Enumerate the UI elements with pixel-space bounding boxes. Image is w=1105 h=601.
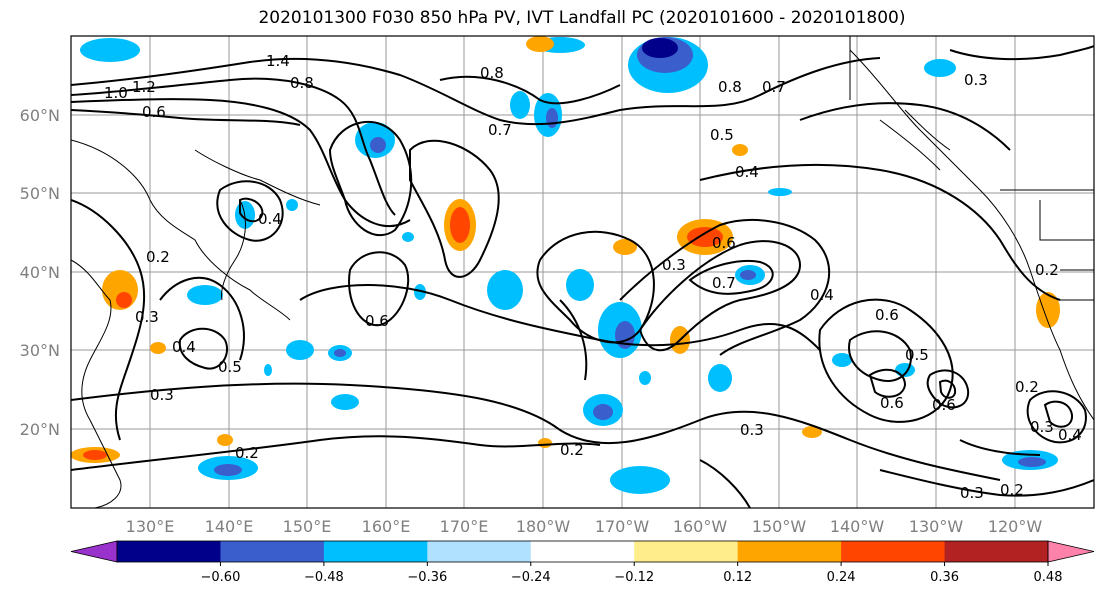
contour-label: 1.0 (104, 84, 128, 102)
contour-label: 0.6 (365, 312, 389, 330)
map-title: 2020101300 F030 850 hPa PV, IVT Landfall… (258, 8, 906, 28)
contour-label: 0.7 (762, 78, 786, 96)
lat-label: 30°N (20, 341, 60, 360)
map-border (70, 35, 1095, 509)
colorbar-segment (323, 541, 428, 562)
colorbar-tick-label: −0.36 (407, 570, 447, 585)
contour-label: 1.4 (266, 52, 290, 70)
contour-label: 0.8 (480, 64, 504, 82)
contour-label: 0.3 (135, 308, 159, 326)
contour-label: 0.6 (875, 306, 899, 324)
contour-label: 0.6 (932, 396, 956, 414)
lon-label: 180°W (516, 517, 571, 536)
contour-label: 0.2 (1015, 378, 1039, 396)
colorbar-segment (220, 541, 325, 562)
contour-label: 0.4 (172, 338, 196, 356)
contour-label: 0.2 (235, 444, 259, 462)
contour-label: 0.2 (560, 441, 584, 459)
colorbar: −0.60 −0.48 −0.36 −0.24 −0.12 0.12 0.24 0.36 0.4… (70, 540, 1095, 585)
contour-label: 0.7 (712, 274, 736, 292)
lat-label: 40°N (20, 263, 60, 282)
contour-label: 0.5 (710, 126, 734, 144)
coastlines (71, 36, 1094, 508)
pv-contours (71, 45, 1094, 508)
colorbar-tick-label: −0.48 (304, 570, 344, 585)
colorbar-tick-label: 0.36 (930, 570, 959, 585)
lon-label: 140°E (205, 517, 254, 536)
contour-label: 0.2 (1035, 261, 1059, 279)
graticule (71, 36, 1094, 508)
contour-label: 0.3 (662, 256, 686, 274)
contour-label: 0.2 (1000, 481, 1024, 499)
contour-label: 0.4 (735, 163, 759, 181)
contour-label: 0.2 (146, 248, 170, 266)
colorbar-segment (841, 541, 946, 562)
colorbar-extend-high (1047, 540, 1095, 563)
contour-label: 0.3 (1030, 418, 1054, 436)
colorbar-segment (944, 541, 1049, 562)
contour-label: 0.6 (880, 394, 904, 412)
lon-label: 130°W (909, 517, 964, 536)
colorbar-tick-label: 0.48 (1034, 570, 1063, 585)
contour-label: 0.3 (740, 421, 764, 439)
colorbar-tick-label: −0.60 (201, 570, 241, 585)
colorbar-segment (737, 541, 842, 562)
contour-label: 0.3 (150, 386, 174, 404)
colorbar-segment (530, 541, 635, 562)
lat-label: 20°N (20, 420, 60, 439)
colorbar-tick-label: 0.12 (723, 570, 752, 585)
contour-label: 0.8 (718, 78, 742, 96)
lon-label: 140°W (830, 517, 885, 536)
latitude-axis: 60°N 50°N 40°N 30°N 20°N (20, 106, 60, 439)
colorbar-tick-label: −0.24 (511, 570, 551, 585)
colorbar-segment (427, 541, 532, 562)
lon-label: 170°W (595, 517, 650, 536)
contour-label: 0.4 (810, 286, 834, 304)
contour-label: 0.6 (142, 103, 166, 121)
contour-label: 0.6 (712, 234, 736, 252)
lon-label: 120°W (988, 517, 1043, 536)
contour-label: 0.7 (488, 121, 512, 139)
lon-label: 170°E (440, 517, 489, 536)
contour-label: 0.8 (290, 74, 314, 92)
contour-label: 0.4 (258, 210, 282, 228)
colorbar-extend-low (70, 540, 118, 563)
lon-label: 160°E (362, 517, 411, 536)
contour-label: 0.3 (960, 484, 984, 502)
lon-label: 160°W (673, 517, 728, 536)
contour-label: 0.5 (218, 358, 242, 376)
colorbar-tick-label: −0.12 (614, 570, 654, 585)
lon-label: 150°E (283, 517, 332, 536)
colorbar-segment (634, 541, 739, 562)
lat-label: 60°N (20, 106, 60, 125)
colorbar-tick-label: 0.24 (827, 570, 856, 585)
colorbar-border (116, 540, 1049, 563)
colorbar-segment (117, 541, 221, 562)
lat-label: 50°N (20, 184, 60, 203)
contour-label: 0.3 (964, 71, 988, 89)
lon-label: 130°E (126, 517, 175, 536)
contour-labels: 1.4 1.2 1.0 0.8 0.6 0.8 0.7 0.8 0.7 0.5 … (104, 52, 1082, 502)
contour-label: 0.5 (905, 346, 929, 364)
contour-label: 1.2 (132, 78, 156, 96)
contour-label: 0.4 (1058, 426, 1082, 444)
longitude-axis: 130°E 140°E 150°E 160°E 170°E 180°W 170°… (126, 517, 1043, 536)
lon-label: 150°W (752, 517, 807, 536)
